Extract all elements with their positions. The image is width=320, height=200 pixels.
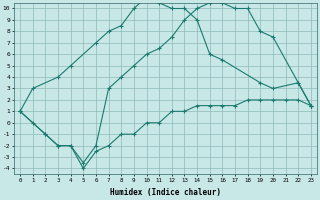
X-axis label: Humidex (Indice chaleur): Humidex (Indice chaleur) [110, 188, 221, 197]
